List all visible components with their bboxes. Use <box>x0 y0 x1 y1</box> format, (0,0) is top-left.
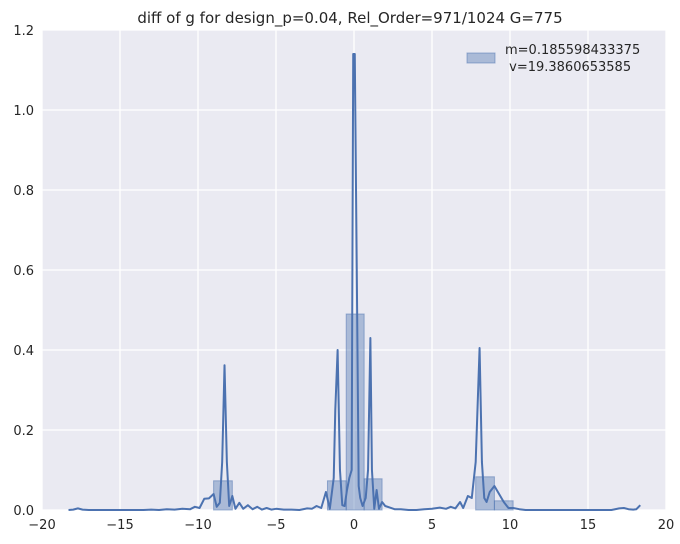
x-tick-label-8: 20 <box>658 518 675 533</box>
y-tick-label-4: 0.8 <box>13 184 34 199</box>
y-tick-label-0: 0.0 <box>13 504 34 519</box>
x-tick-label-1: −15 <box>106 518 133 533</box>
x-tick-label-3: −5 <box>266 518 285 533</box>
y-tick-label-2: 0.4 <box>13 344 34 359</box>
legend: m=0.185598433375 v=19.3860653585 <box>466 43 640 75</box>
y-tick-label-5: 1.0 <box>13 104 34 119</box>
x-tick-label-4: 0 <box>350 518 358 533</box>
x-tick-label-5: 5 <box>428 518 436 533</box>
x-tick-label-0: −20 <box>28 518 55 533</box>
x-tick-label-6: 10 <box>502 518 519 533</box>
kde-line <box>68 53 641 511</box>
x-tick-label-2: −10 <box>184 518 211 533</box>
y-tick-label-3: 0.6 <box>13 264 34 279</box>
axis-ticks: −20 −15 −10 −5 0 5 10 15 20 0.0 0.2 0.4 0.6 0.8 1.0 1.2 <box>13 24 674 533</box>
y-tick-label-1: 0.2 <box>13 424 34 439</box>
chart-title: diff of g for design_p=0.04, Rel_Order=9… <box>137 9 562 28</box>
legend-label-line1: m=0.185598433375 <box>505 43 640 58</box>
histogram-bar-4 <box>475 476 495 511</box>
legend-swatch <box>466 52 496 64</box>
y-tick-label-6: 1.2 <box>13 24 34 39</box>
legend-label-line2: v=19.3860653585 <box>505 60 631 75</box>
x-tick-label-7: 15 <box>580 518 597 533</box>
histogram-bar-2 <box>345 313 365 511</box>
